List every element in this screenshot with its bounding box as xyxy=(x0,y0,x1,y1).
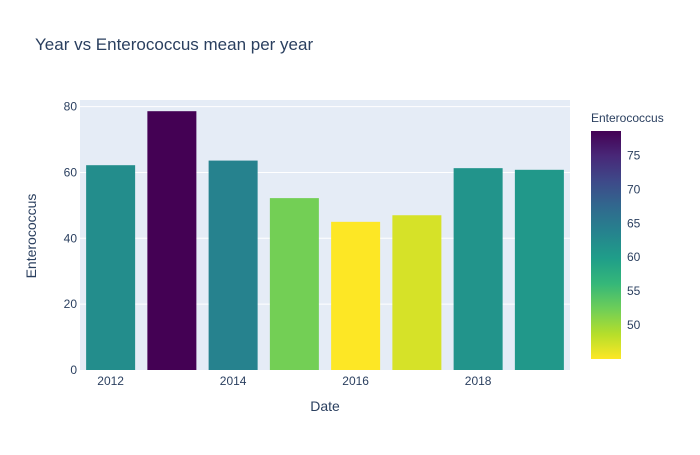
y-axis-title: Enterococcus xyxy=(23,194,39,279)
x-tick-label: 2014 xyxy=(220,374,247,388)
x-tick-label: 2018 xyxy=(465,374,492,388)
y-tick-label: 60 xyxy=(64,165,78,179)
x-axis-title: Date xyxy=(310,398,340,414)
bar-2017[interactable] xyxy=(392,215,442,370)
y-tick-label: 80 xyxy=(64,100,78,114)
bar-2015[interactable] xyxy=(269,198,319,370)
colorbar xyxy=(591,131,621,359)
x-tick-label: 2012 xyxy=(97,374,124,388)
bar-2018[interactable] xyxy=(453,168,503,370)
y-tick-label: 40 xyxy=(64,231,78,245)
bar-2014[interactable] xyxy=(208,160,258,370)
bar-2019[interactable] xyxy=(514,169,564,370)
bar-2013[interactable] xyxy=(147,111,197,370)
y-axis-ticks: 0 20 40 60 80 xyxy=(64,100,78,377)
colorbar-tick-label: 65 xyxy=(627,216,641,230)
y-tick-label: 0 xyxy=(70,363,77,377)
colorbar-title: Enterococcus xyxy=(591,111,664,125)
y-tick-label: 20 xyxy=(64,297,78,311)
colorbar-tick-label: 55 xyxy=(627,284,641,298)
bars xyxy=(86,111,564,370)
x-tick-label: 2016 xyxy=(342,374,369,388)
colorbar-tick-label: 50 xyxy=(627,318,641,332)
colorbar-tick-label: 60 xyxy=(627,250,641,264)
bar-2012[interactable] xyxy=(86,165,136,370)
colorbar-tick-label: 75 xyxy=(627,148,641,162)
x-axis-ticks: 2012 2014 2016 2018 xyxy=(97,374,492,388)
colorbar-tick-label: 70 xyxy=(627,182,641,196)
colorbar-ticks: 50 55 60 65 70 75 xyxy=(627,148,641,332)
bar-2016[interactable] xyxy=(331,221,381,370)
chart-title: Year vs Enterococcus mean per year xyxy=(35,35,313,54)
